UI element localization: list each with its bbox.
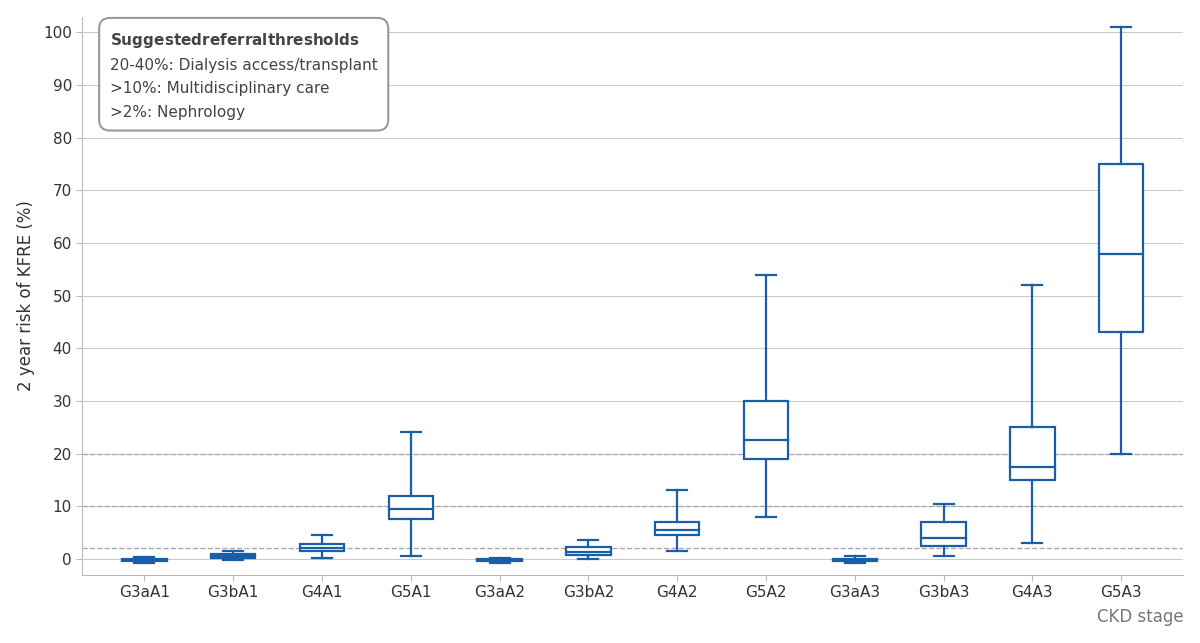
Bar (478, 559, 522, 561)
Bar (922, 522, 966, 546)
Bar (1010, 427, 1055, 480)
X-axis label: CKD stage: CKD stage (1097, 608, 1183, 626)
Bar (566, 547, 611, 554)
Bar (833, 559, 877, 561)
Bar (744, 401, 788, 459)
Bar (1099, 164, 1144, 332)
Bar (655, 522, 700, 535)
Y-axis label: 2 year risk of KFRE (%): 2 year risk of KFRE (%) (17, 200, 35, 391)
Bar (300, 544, 344, 551)
Bar (122, 559, 167, 561)
Text: $\mathbf{Suggested referral thresholds}$
20-40%: Dialysis access/transplant
>10%: $\mathbf{Suggested referral thresholds}$… (110, 31, 378, 120)
Bar (211, 554, 256, 558)
Bar (389, 496, 433, 520)
